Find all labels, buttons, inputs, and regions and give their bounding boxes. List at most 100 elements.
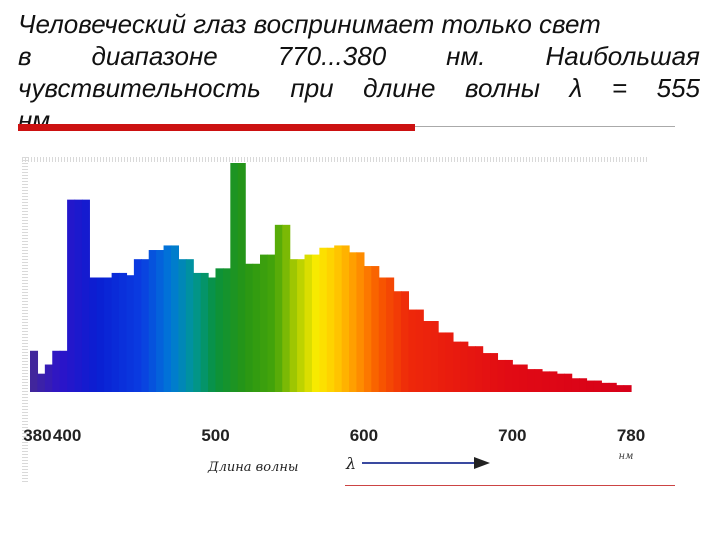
text-word: диапазоне — [91, 41, 218, 71]
spectrum-bar — [378, 277, 387, 392]
spectrum-bar — [245, 263, 254, 392]
spectrum-bar — [571, 378, 580, 392]
red-divider — [18, 124, 415, 131]
spectrum-bar — [497, 359, 506, 392]
spectrum-bar — [616, 385, 625, 392]
spectrum-bar — [141, 259, 150, 392]
spectrum-bar — [430, 321, 439, 392]
spectrum-bar — [170, 245, 179, 392]
spectrum-bar — [541, 371, 550, 392]
text-word: λ — [569, 73, 583, 103]
spectrum-bar — [400, 291, 410, 392]
spectrum-bar — [460, 341, 469, 392]
text-word: 770...380 — [277, 41, 387, 71]
text-word: чувствительность — [18, 73, 261, 103]
spectrum-bar — [512, 364, 521, 392]
spectrum-bar — [356, 252, 365, 392]
spectrum-bar — [289, 259, 298, 392]
spectrum-bar — [111, 272, 120, 392]
spectrum-bar — [74, 199, 83, 392]
text-word: Наибольшая — [545, 41, 700, 71]
text-word: нм. — [446, 41, 486, 71]
text-line-1: Человеческий глаз воспринимает только св… — [18, 9, 601, 39]
spectrum-bar — [30, 350, 39, 392]
spectrum-bar — [237, 163, 246, 392]
x-tick-label: 500 — [201, 426, 229, 445]
spectrum-bar — [178, 259, 187, 392]
spectrum-bar — [341, 245, 350, 392]
panel-hatch-top — [22, 157, 648, 162]
spectrum-bar — [467, 346, 476, 392]
spectrum-bar — [556, 373, 565, 392]
x-axis-symbol: λ — [345, 454, 356, 473]
spectrum-bar — [185, 259, 194, 392]
text-word: длине — [363, 73, 436, 103]
spectrum-bar — [534, 369, 543, 392]
spectrum-bar — [252, 263, 261, 392]
spectrum-bar — [193, 272, 202, 392]
panel-hatch-left — [22, 157, 28, 483]
x-tick-label: 600 — [350, 426, 378, 445]
spectrum-bar — [215, 268, 224, 392]
grey-divider — [415, 126, 675, 127]
text-word: 555 — [656, 73, 700, 103]
spectrum-bar — [37, 373, 46, 392]
x-tick-labels: 380 400 500 600 700 780 — [23, 426, 645, 445]
spectrum-bar — [475, 346, 484, 392]
spectrum-bar — [311, 254, 320, 392]
spectrum-bar — [52, 350, 61, 392]
spectrum-bar — [601, 382, 610, 392]
x-tick-label: 700 — [498, 426, 526, 445]
spectrum-bar — [504, 359, 513, 392]
text-line-3: чувствительность при длине волны λ = 555 — [18, 72, 700, 104]
spectrum-bar — [593, 380, 602, 392]
spectrum-bar — [297, 259, 306, 392]
spectrum-bar — [67, 199, 76, 392]
text-word: волны — [464, 73, 540, 103]
spectrum-bar — [549, 371, 558, 392]
spectrum-bar — [564, 373, 573, 392]
spectrum-bar — [282, 224, 291, 392]
spectrum-bar — [96, 277, 105, 392]
spectrum-bar — [452, 341, 461, 392]
spectrum-bar — [304, 254, 313, 392]
spectrum-bar — [586, 380, 595, 392]
x-tick-label: 380 — [23, 426, 51, 445]
x-axis-label: Длина волны — [207, 460, 299, 475]
spectrum-bar — [438, 332, 447, 392]
spectrum-bar — [89, 277, 98, 392]
spectrum-bar — [208, 277, 217, 392]
spectrum-bar — [267, 254, 276, 392]
bottom-divider — [345, 485, 675, 486]
spectrum-bar — [126, 275, 135, 392]
x-tick-label: 400 — [53, 426, 81, 445]
spectrum-bar — [445, 332, 454, 392]
spectrum-bar — [490, 353, 499, 392]
spectrum-bar — [274, 224, 283, 392]
spectrum-bar — [408, 309, 417, 392]
spectrum-bar — [579, 378, 588, 392]
spectrum-bar — [363, 266, 372, 392]
spectrum-bars — [30, 163, 632, 392]
x-axis-arrow — [362, 457, 490, 469]
text-word: при — [290, 73, 334, 103]
spectrum-bar — [59, 350, 68, 392]
text-word: в — [18, 41, 32, 71]
spectrum-bar — [200, 272, 209, 392]
spectrum-bar — [519, 364, 528, 392]
spectrum-bar — [119, 272, 128, 392]
spectrum-bar — [319, 247, 328, 392]
spectrum-bar — [527, 369, 536, 392]
spectrum-bar — [81, 199, 90, 392]
spectrum-bar — [104, 277, 113, 392]
spectrum-bar — [608, 382, 617, 392]
spectrum-bar — [163, 245, 172, 392]
spectrum-bar — [222, 268, 231, 392]
spectrum-bar — [386, 277, 395, 392]
spectrum-bar — [415, 309, 424, 392]
spectrum-bar — [393, 291, 402, 392]
x-axis-unit: нм — [619, 451, 634, 462]
spectrum-bar — [133, 259, 142, 392]
spectrum-bar — [423, 321, 432, 392]
